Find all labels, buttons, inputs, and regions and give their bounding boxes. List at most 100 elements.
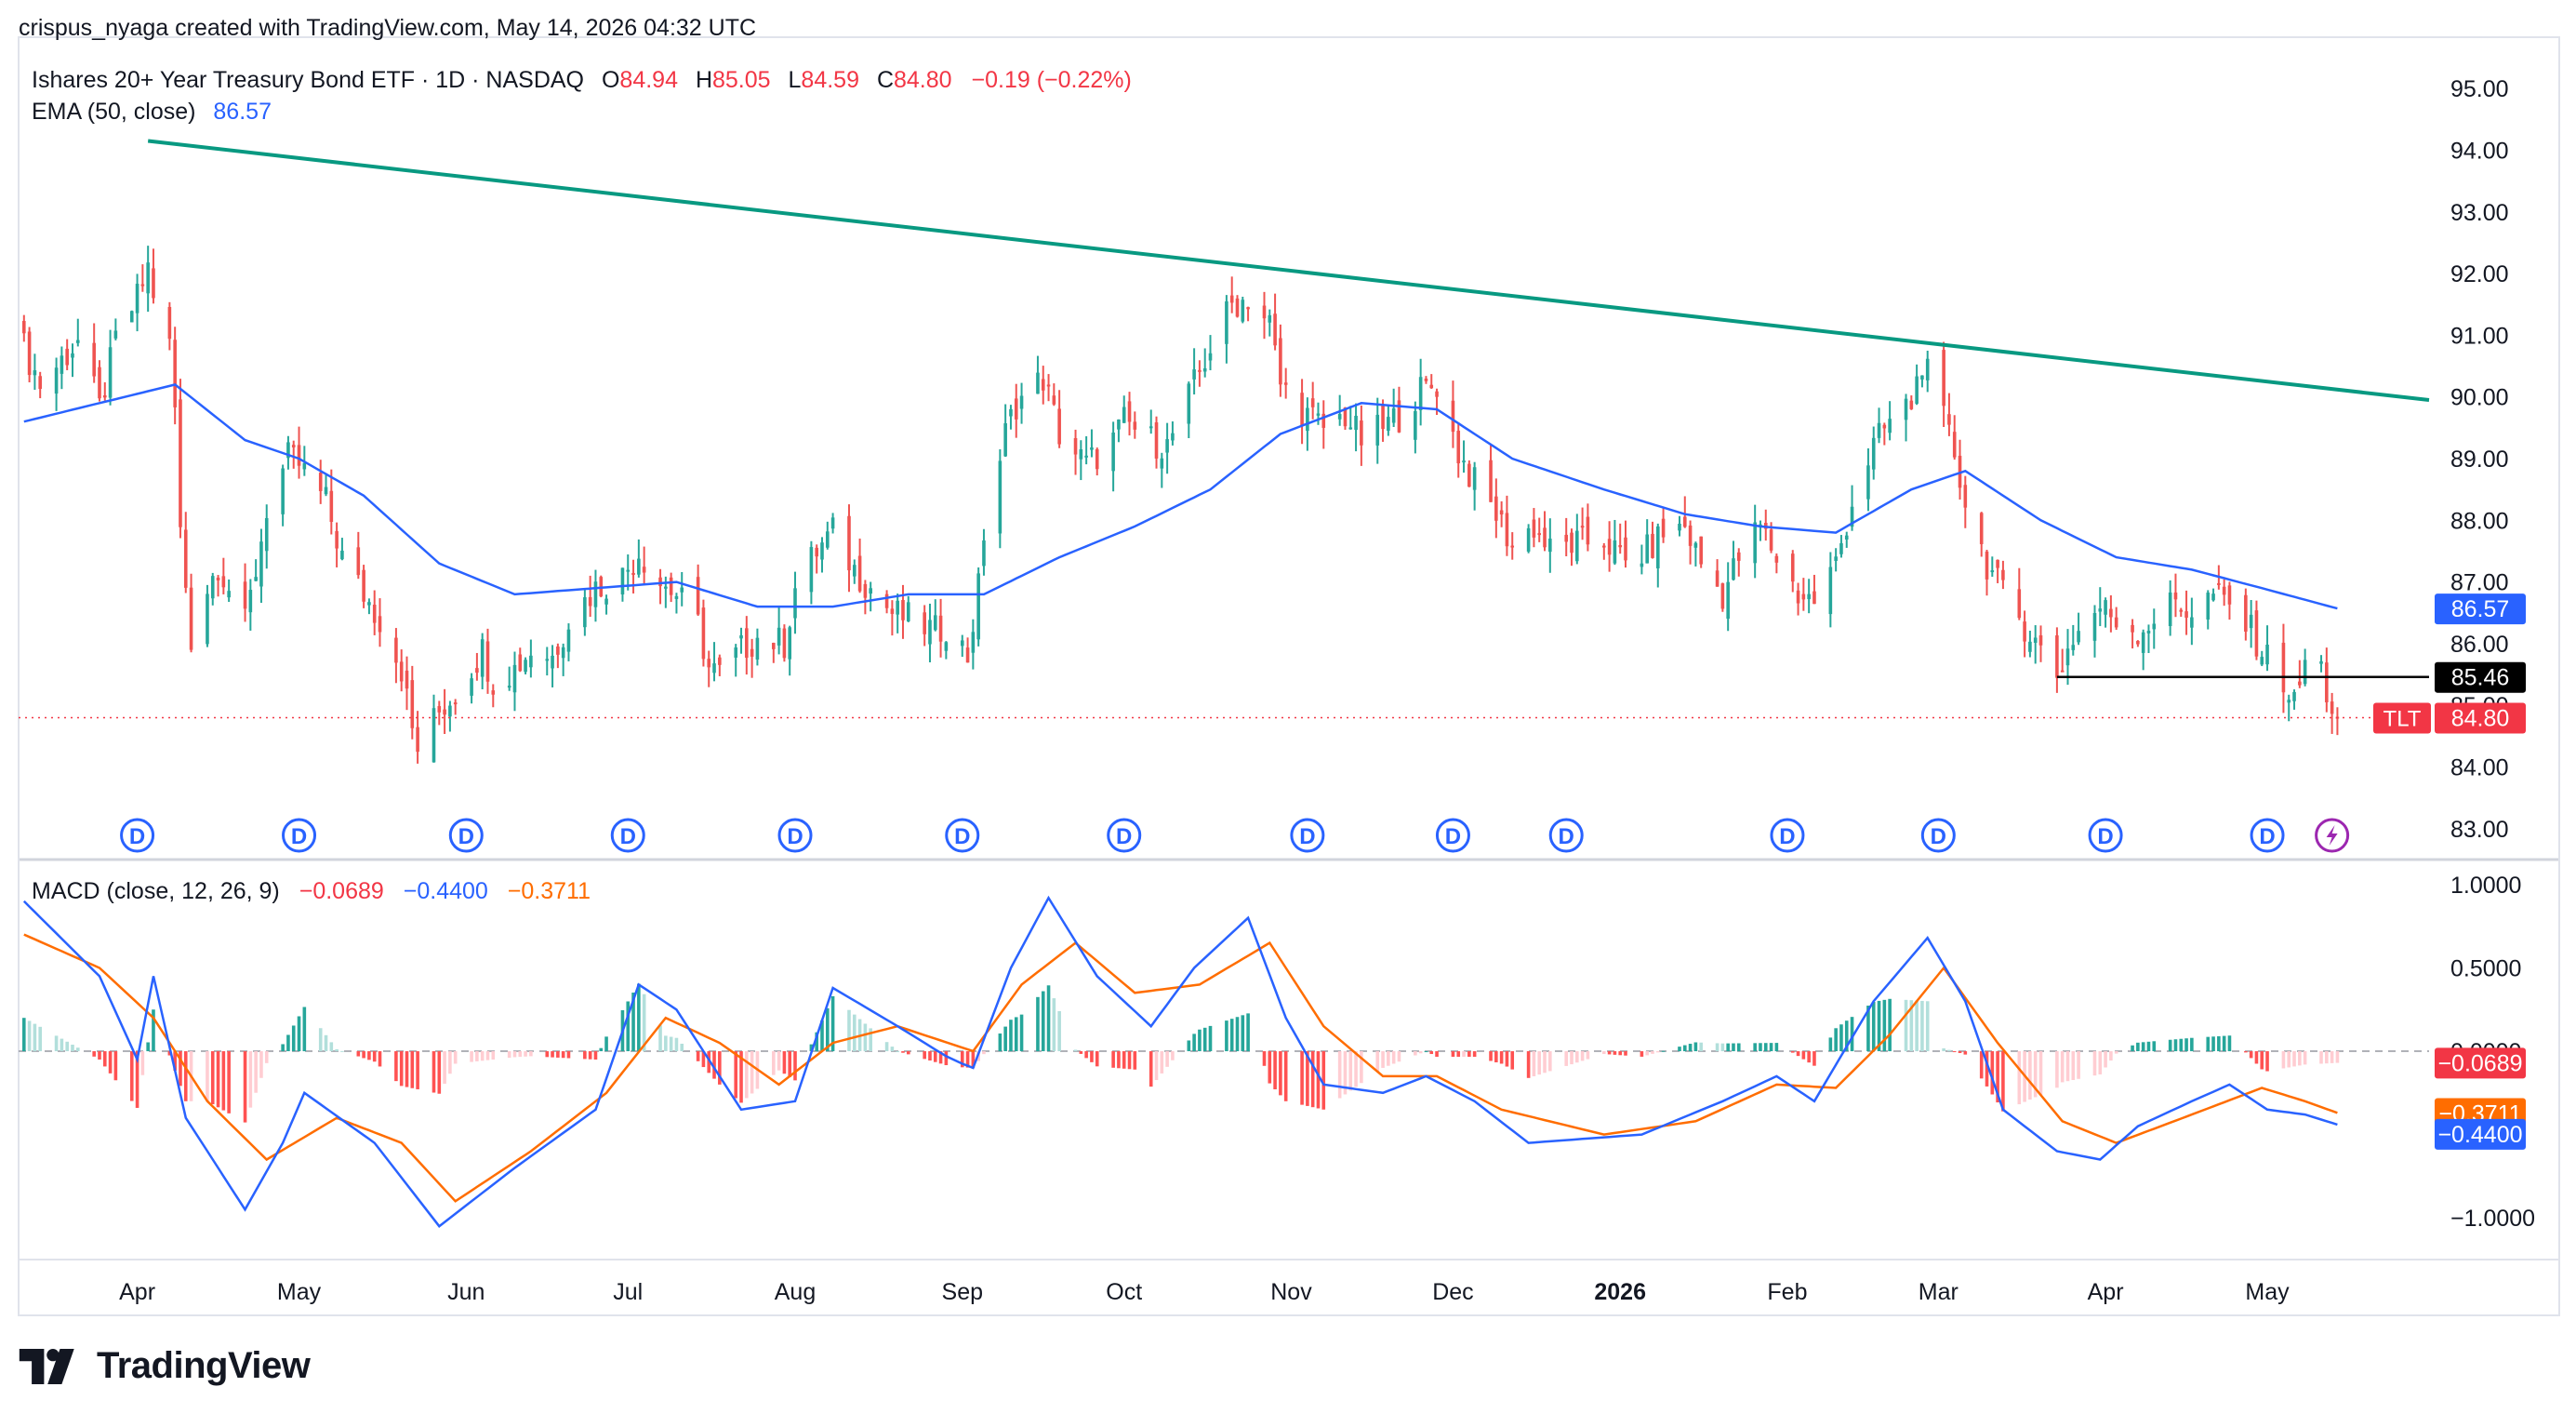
candle-body[interactable]	[2281, 642, 2286, 693]
candle-body[interactable]	[324, 487, 328, 495]
candle-body[interactable]	[206, 593, 209, 645]
candle-body[interactable]	[712, 663, 716, 673]
candle-body[interactable]	[1084, 455, 1088, 458]
candle-body[interactable]	[551, 655, 554, 669]
candle-body[interactable]	[1472, 467, 1477, 490]
candle-body[interactable]	[485, 641, 490, 682]
candle-body[interactable]	[1753, 522, 1757, 564]
tradingview-brand[interactable]: TradingView	[19, 1345, 311, 1387]
candle-body[interactable]	[362, 569, 365, 602]
candle-body[interactable]	[998, 460, 1003, 534]
candle-body[interactable]	[1624, 537, 1627, 561]
candle-body[interactable]	[1095, 448, 1099, 470]
candle-body[interactable]	[2077, 631, 2080, 643]
candle-body[interactable]	[561, 647, 565, 659]
candle-body[interactable]	[680, 587, 684, 593]
candle-body[interactable]	[135, 284, 139, 313]
candle-body[interactable]	[2254, 610, 2259, 657]
candle-body[interactable]	[183, 529, 188, 588]
candle-body[interactable]	[1235, 298, 1240, 317]
candle-body[interactable]	[264, 517, 269, 552]
candle-body[interactable]	[982, 540, 986, 567]
candle-body[interactable]	[2104, 600, 2107, 615]
candle-body[interactable]	[626, 569, 631, 572]
candle-body[interactable]	[923, 612, 926, 634]
candle-body[interactable]	[2244, 594, 2248, 632]
candle-body[interactable]	[1360, 420, 1363, 446]
candle-body[interactable]	[1149, 426, 1153, 429]
candle-body[interactable]	[1127, 401, 1132, 422]
candle-body[interactable]	[642, 567, 646, 573]
candle-body[interactable]	[2325, 662, 2329, 702]
candle-body[interactable]	[1844, 535, 1849, 540]
candle-body[interactable]	[2249, 614, 2253, 629]
candle-body[interactable]	[1009, 408, 1013, 417]
candle-body[interactable]	[470, 678, 473, 696]
candle-body[interactable]	[2206, 593, 2211, 620]
candle-body[interactable]	[2092, 613, 2097, 641]
dividend-marker-icon[interactable]	[1290, 818, 1325, 853]
candle-body[interactable]	[248, 590, 253, 613]
candle-body[interactable]	[1877, 422, 1881, 438]
symbol-legend[interactable]: Ishares 20+ Year Treasury Bond ETF · 1D …	[32, 67, 1132, 93]
candle-body[interactable]	[529, 655, 533, 668]
candle-body[interactable]	[1715, 570, 1720, 587]
candle-body[interactable]	[1467, 463, 1471, 487]
candle-body[interactable]	[1387, 417, 1390, 432]
candle-body[interactable]	[1198, 369, 1202, 372]
candle-body[interactable]	[1208, 353, 1213, 361]
candle-body[interactable]	[1839, 542, 1843, 554]
candle-body[interactable]	[1645, 534, 1649, 564]
candle-body[interactable]	[286, 442, 290, 459]
candle-body[interactable]	[1640, 563, 1644, 567]
candle-body[interactable]	[98, 367, 101, 399]
candle-body[interactable]	[129, 311, 134, 323]
candle-body[interactable]	[38, 376, 42, 390]
candle-body[interactable]	[1225, 300, 1228, 344]
candle-body[interactable]	[739, 634, 743, 639]
candle-body[interactable]	[432, 708, 436, 763]
candle-body[interactable]	[637, 558, 641, 575]
candle-body[interactable]	[1678, 523, 1681, 531]
candle-body[interactable]	[1494, 496, 1498, 521]
candle-body[interactable]	[745, 628, 749, 659]
candle-body[interactable]	[1122, 407, 1126, 423]
dividend-marker-icon[interactable]	[448, 818, 484, 853]
candle-body[interactable]	[113, 330, 118, 339]
candle-body[interactable]	[1871, 437, 1876, 470]
candle-body[interactable]	[1866, 465, 1870, 500]
candle-body[interactable]	[173, 340, 177, 407]
candle-body[interactable]	[416, 727, 419, 753]
candle-body[interactable]	[335, 530, 339, 549]
candle-body[interactable]	[2265, 644, 2269, 665]
candle-body[interactable]	[1790, 553, 1795, 582]
candle-body[interactable]	[1381, 404, 1385, 430]
candle-body[interactable]	[1607, 539, 1612, 555]
candle-body[interactable]	[179, 399, 182, 527]
candle-body[interactable]	[1963, 485, 1968, 508]
candle-body[interactable]	[1661, 518, 1666, 538]
candle-body[interactable]	[1699, 536, 1703, 565]
candle-body[interactable]	[1090, 447, 1094, 450]
candle-body[interactable]	[221, 576, 226, 588]
candle-body[interactable]	[1391, 408, 1396, 423]
candle-body[interactable]	[1300, 393, 1304, 426]
candle-body[interactable]	[340, 550, 344, 560]
candle-body[interactable]	[1586, 516, 1590, 545]
candle-body[interactable]	[1693, 542, 1698, 548]
candle-body[interactable]	[1462, 460, 1466, 463]
candle-body[interactable]	[291, 445, 296, 447]
candle-body[interactable]	[1171, 433, 1175, 441]
ema-line[interactable]	[23, 383, 2338, 610]
candle-body[interactable]	[793, 588, 797, 619]
candle-body[interactable]	[2114, 617, 2118, 628]
dividend-marker-icon[interactable]	[2250, 818, 2285, 853]
candle-body[interactable]	[394, 637, 398, 663]
candle-body[interactable]	[1796, 590, 1800, 604]
macd-legend[interactable]: MACD (close, 12, 26, 9) −0.0689 −0.4400 …	[32, 878, 591, 904]
candle-body[interactable]	[1111, 432, 1115, 472]
candle-body[interactable]	[971, 632, 976, 653]
candle-body[interactable]	[1316, 413, 1321, 416]
candle-body[interactable]	[1655, 526, 1660, 568]
candle-body[interactable]	[620, 567, 625, 594]
